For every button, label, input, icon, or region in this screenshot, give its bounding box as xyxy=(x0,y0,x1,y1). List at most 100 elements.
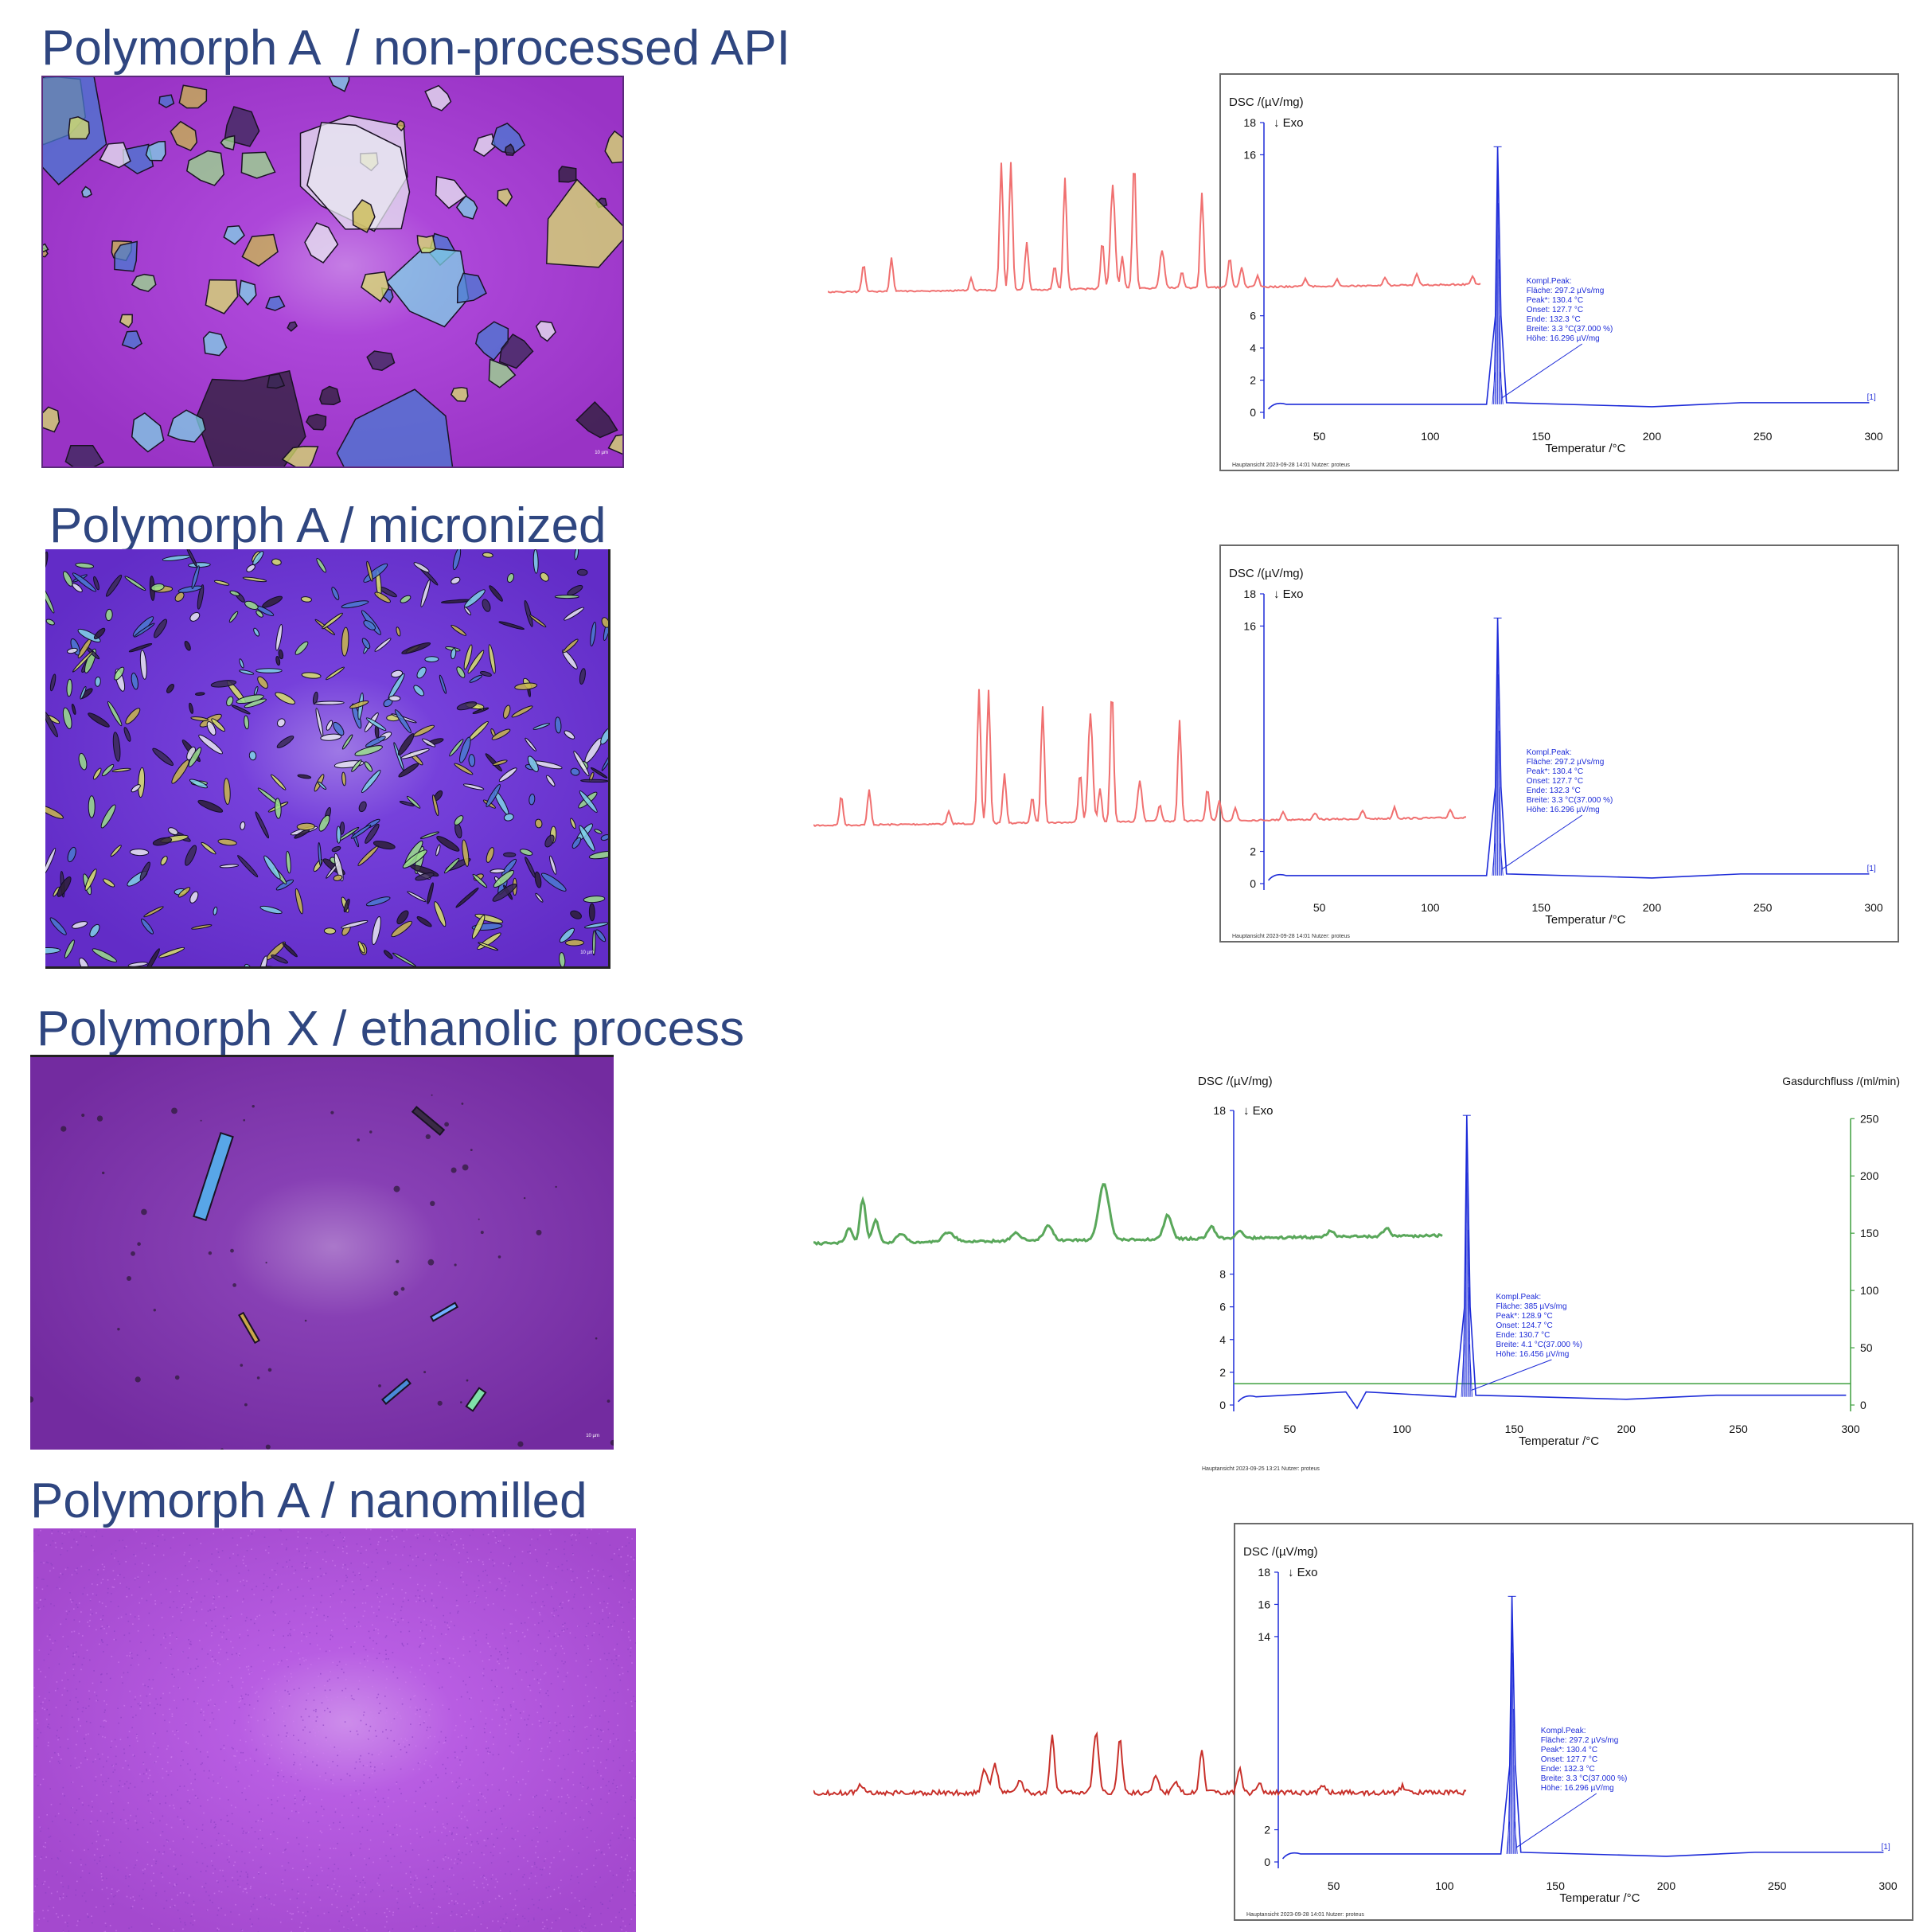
dsc-xtick: 250 xyxy=(1768,1879,1787,1892)
dsc-xtick: 200 xyxy=(1643,901,1662,914)
dsc-ylabel-right: Gasdurchfluss /(ml/min) xyxy=(1782,1075,1900,1087)
dsc-xlabel: Temperatur /°C xyxy=(1519,1434,1599,1448)
dsc-ytick: 4 xyxy=(1250,342,1256,354)
dsc-xtick: 100 xyxy=(1421,430,1440,443)
dsc-ytick-right: 150 xyxy=(1860,1227,1879,1239)
dsc-ytick: 18 xyxy=(1243,116,1256,129)
dsc-ylabel: DSC /(µV/mg) xyxy=(1243,1545,1318,1559)
dsc-ylabel: DSC /(µV/mg) xyxy=(1229,567,1304,580)
dsc-footer: Hauptansicht 2023-09-28 14:01 Nutzer: pr… xyxy=(1232,463,1350,468)
micrograph-1: 10 µm xyxy=(41,76,624,468)
dsc-footer: Hauptansicht 2023-09-25 13:21 Nutzer: pr… xyxy=(1202,1466,1320,1472)
dsc-peak-note-line: Onset: 127.7 °C xyxy=(1541,1755,1597,1764)
dsc-ytick: 0 xyxy=(1264,1856,1270,1868)
dsc-peak-note-line: Breite: 4.1 °C(37.000 %) xyxy=(1496,1341,1582,1349)
dsc-peak-note-line: Onset: 127.7 °C xyxy=(1527,306,1583,314)
dsc-xtick: 100 xyxy=(1435,1879,1454,1892)
scale-bar-1: 10 µm xyxy=(595,451,608,455)
dsc-ytick: 8 xyxy=(1219,1268,1226,1281)
xrd-pattern-4 xyxy=(813,1696,1474,1807)
dsc-xlabel: Temperatur /°C xyxy=(1545,442,1625,455)
dsc-xtick: 200 xyxy=(1643,430,1662,443)
dsc-peak-note-line: Breite: 3.3 °C(37.000 %) xyxy=(1527,796,1613,805)
micrograph-2-particles xyxy=(45,549,608,966)
dsc-peak-note-line: Kompl.Peak: xyxy=(1541,1727,1586,1735)
xrd-pattern-1 xyxy=(828,155,1488,306)
dsc-xtick: 50 xyxy=(1284,1423,1297,1435)
dsc-peak-note-line: Breite: 3.3 °C(37.000 %) xyxy=(1541,1774,1628,1783)
dsc-peak-note-line: Fläche: 297.2 µVs/mg xyxy=(1527,287,1604,295)
scale-bar-3: 10 µm xyxy=(586,1434,599,1438)
dsc-ytick: 18 xyxy=(1243,587,1256,600)
dsc-xlabel: Temperatur /°C xyxy=(1559,1891,1640,1905)
dsc-ytick-right: 100 xyxy=(1860,1284,1879,1297)
dsc-panel-4: DSC /(µV/mg) ↓ Exo 18 16 14 2 0 50 100 150 200 250 3… xyxy=(1234,1523,1913,1921)
dsc-xtick: 250 xyxy=(1753,901,1773,914)
dsc-xtick: 300 xyxy=(1864,430,1883,443)
row-title-2: Polymorph A / micronized xyxy=(49,498,607,553)
dsc-xtick: 300 xyxy=(1841,1423,1860,1435)
dsc-xtick: 300 xyxy=(1864,901,1883,914)
dsc-xtick: 200 xyxy=(1657,1879,1676,1892)
dsc-ytick: 0 xyxy=(1219,1399,1226,1411)
dsc-xtick: 150 xyxy=(1532,901,1551,914)
dsc-ytick: 2 xyxy=(1219,1366,1226,1379)
dsc-xtick: 50 xyxy=(1328,1879,1340,1892)
dsc-ytick-right: 250 xyxy=(1860,1112,1879,1125)
micrograph-1-particles xyxy=(43,77,622,466)
micrograph-3: 10 µm xyxy=(30,1055,614,1450)
dsc-peak-note-line: Fläche: 385 µVs/mg xyxy=(1496,1302,1566,1311)
dsc-ytick: 14 xyxy=(1258,1630,1270,1643)
dsc-xtick: 50 xyxy=(1313,430,1326,443)
dsc-peak-note-line: Fläche: 297.2 µVs/mg xyxy=(1541,1736,1618,1745)
dsc-ytick-right: 200 xyxy=(1860,1169,1879,1182)
dsc-footer: Hauptansicht 2023-09-28 14:01 Nutzer: pr… xyxy=(1246,1912,1364,1918)
dsc-peak-note-line: Kompl.Peak: xyxy=(1527,748,1572,757)
dsc-peak-note-line: Peak*: 130.4 °C xyxy=(1527,767,1583,776)
dsc-chart-4: DSC /(µV/mg) ↓ Exo 18 16 14 2 0 50 100 150 200 250 3… xyxy=(1243,1545,1898,1918)
xrd-pattern-2 xyxy=(813,681,1474,840)
row-title-4: Polymorph A / nanomilled xyxy=(30,1473,587,1528)
dsc-ytick: 16 xyxy=(1243,148,1256,161)
dsc-ytick: 2 xyxy=(1250,374,1256,387)
dsc-ytick: 2 xyxy=(1264,1824,1270,1836)
dsc-ytick-right: 0 xyxy=(1860,1399,1866,1411)
dsc-ylabel: DSC /(µV/mg) xyxy=(1229,96,1304,109)
dsc-ytick: 6 xyxy=(1219,1301,1226,1313)
dsc-peak-note-line: Höhe: 16.296 µV/mg xyxy=(1527,334,1600,343)
micrograph-4 xyxy=(33,1528,636,1932)
dsc-curve-label: [1] xyxy=(1867,393,1876,402)
dsc-ytick: 18 xyxy=(1258,1566,1270,1579)
dsc-exo-label: ↓ Exo xyxy=(1274,116,1304,130)
dsc-exo-label: ↓ Exo xyxy=(1274,587,1304,601)
micrograph-2: 10 µm xyxy=(45,549,610,969)
dsc-xtick: 200 xyxy=(1617,1423,1636,1435)
xrd-pattern-3 xyxy=(813,1146,1450,1258)
dsc-peak-note-line: Höhe: 16.296 µV/mg xyxy=(1541,1784,1614,1793)
dsc-peak-note-line: Peak*: 130.4 °C xyxy=(1541,1746,1597,1754)
dsc-xtick: 150 xyxy=(1532,430,1551,443)
dsc-ytick: 18 xyxy=(1213,1104,1226,1117)
dsc-xtick: 300 xyxy=(1878,1879,1898,1892)
dsc-panel-2: DSC /(µV/mg) ↓ Exo 18 16 2 0 50 100 150 200 250 300… xyxy=(1219,544,1899,943)
dsc-ytick: 0 xyxy=(1250,406,1256,419)
dsc-ytick-right: 50 xyxy=(1860,1341,1873,1354)
dsc-ytick: 4 xyxy=(1219,1333,1226,1346)
dsc-peak-note-line: Onset: 127.7 °C xyxy=(1527,777,1583,786)
micrograph-4-grain xyxy=(33,1528,636,1932)
dsc-peak-note-line: Höhe: 16.456 µV/mg xyxy=(1496,1350,1569,1359)
dsc-peak-note-line: Ende: 132.3 °C xyxy=(1527,786,1581,795)
dsc-xtick: 100 xyxy=(1393,1423,1412,1435)
dsc-chart-1: DSC /(µV/mg) ↓ Exo 18 16 6 4 2 0 50 100 150 200 250 3… xyxy=(1229,96,1883,468)
dsc-panel-3: DSC /(µV/mg) ↓ Exo 18 8 6 4 2 0 50 100 150 200 250 30… xyxy=(1190,1067,1906,1477)
dsc-peak-note-line: Onset: 124.7 °C xyxy=(1496,1321,1552,1330)
dsc-ytick: 16 xyxy=(1243,619,1256,632)
dsc-ytick: 6 xyxy=(1250,310,1256,322)
dsc-xtick: 100 xyxy=(1421,901,1440,914)
dsc-exo-label: ↓ Exo xyxy=(1288,1566,1318,1579)
dsc-peak-note-line: Peak*: 128.9 °C xyxy=(1496,1312,1552,1321)
row-title-3: Polymorph X / ethanolic process xyxy=(37,1001,745,1056)
dsc-panel-1: DSC /(µV/mg) ↓ Exo 18 16 6 4 2 0 50 100 150 200 250 3… xyxy=(1219,73,1899,471)
scale-bar-2: 10 µm xyxy=(580,950,594,955)
dsc-xtick: 150 xyxy=(1505,1423,1524,1435)
